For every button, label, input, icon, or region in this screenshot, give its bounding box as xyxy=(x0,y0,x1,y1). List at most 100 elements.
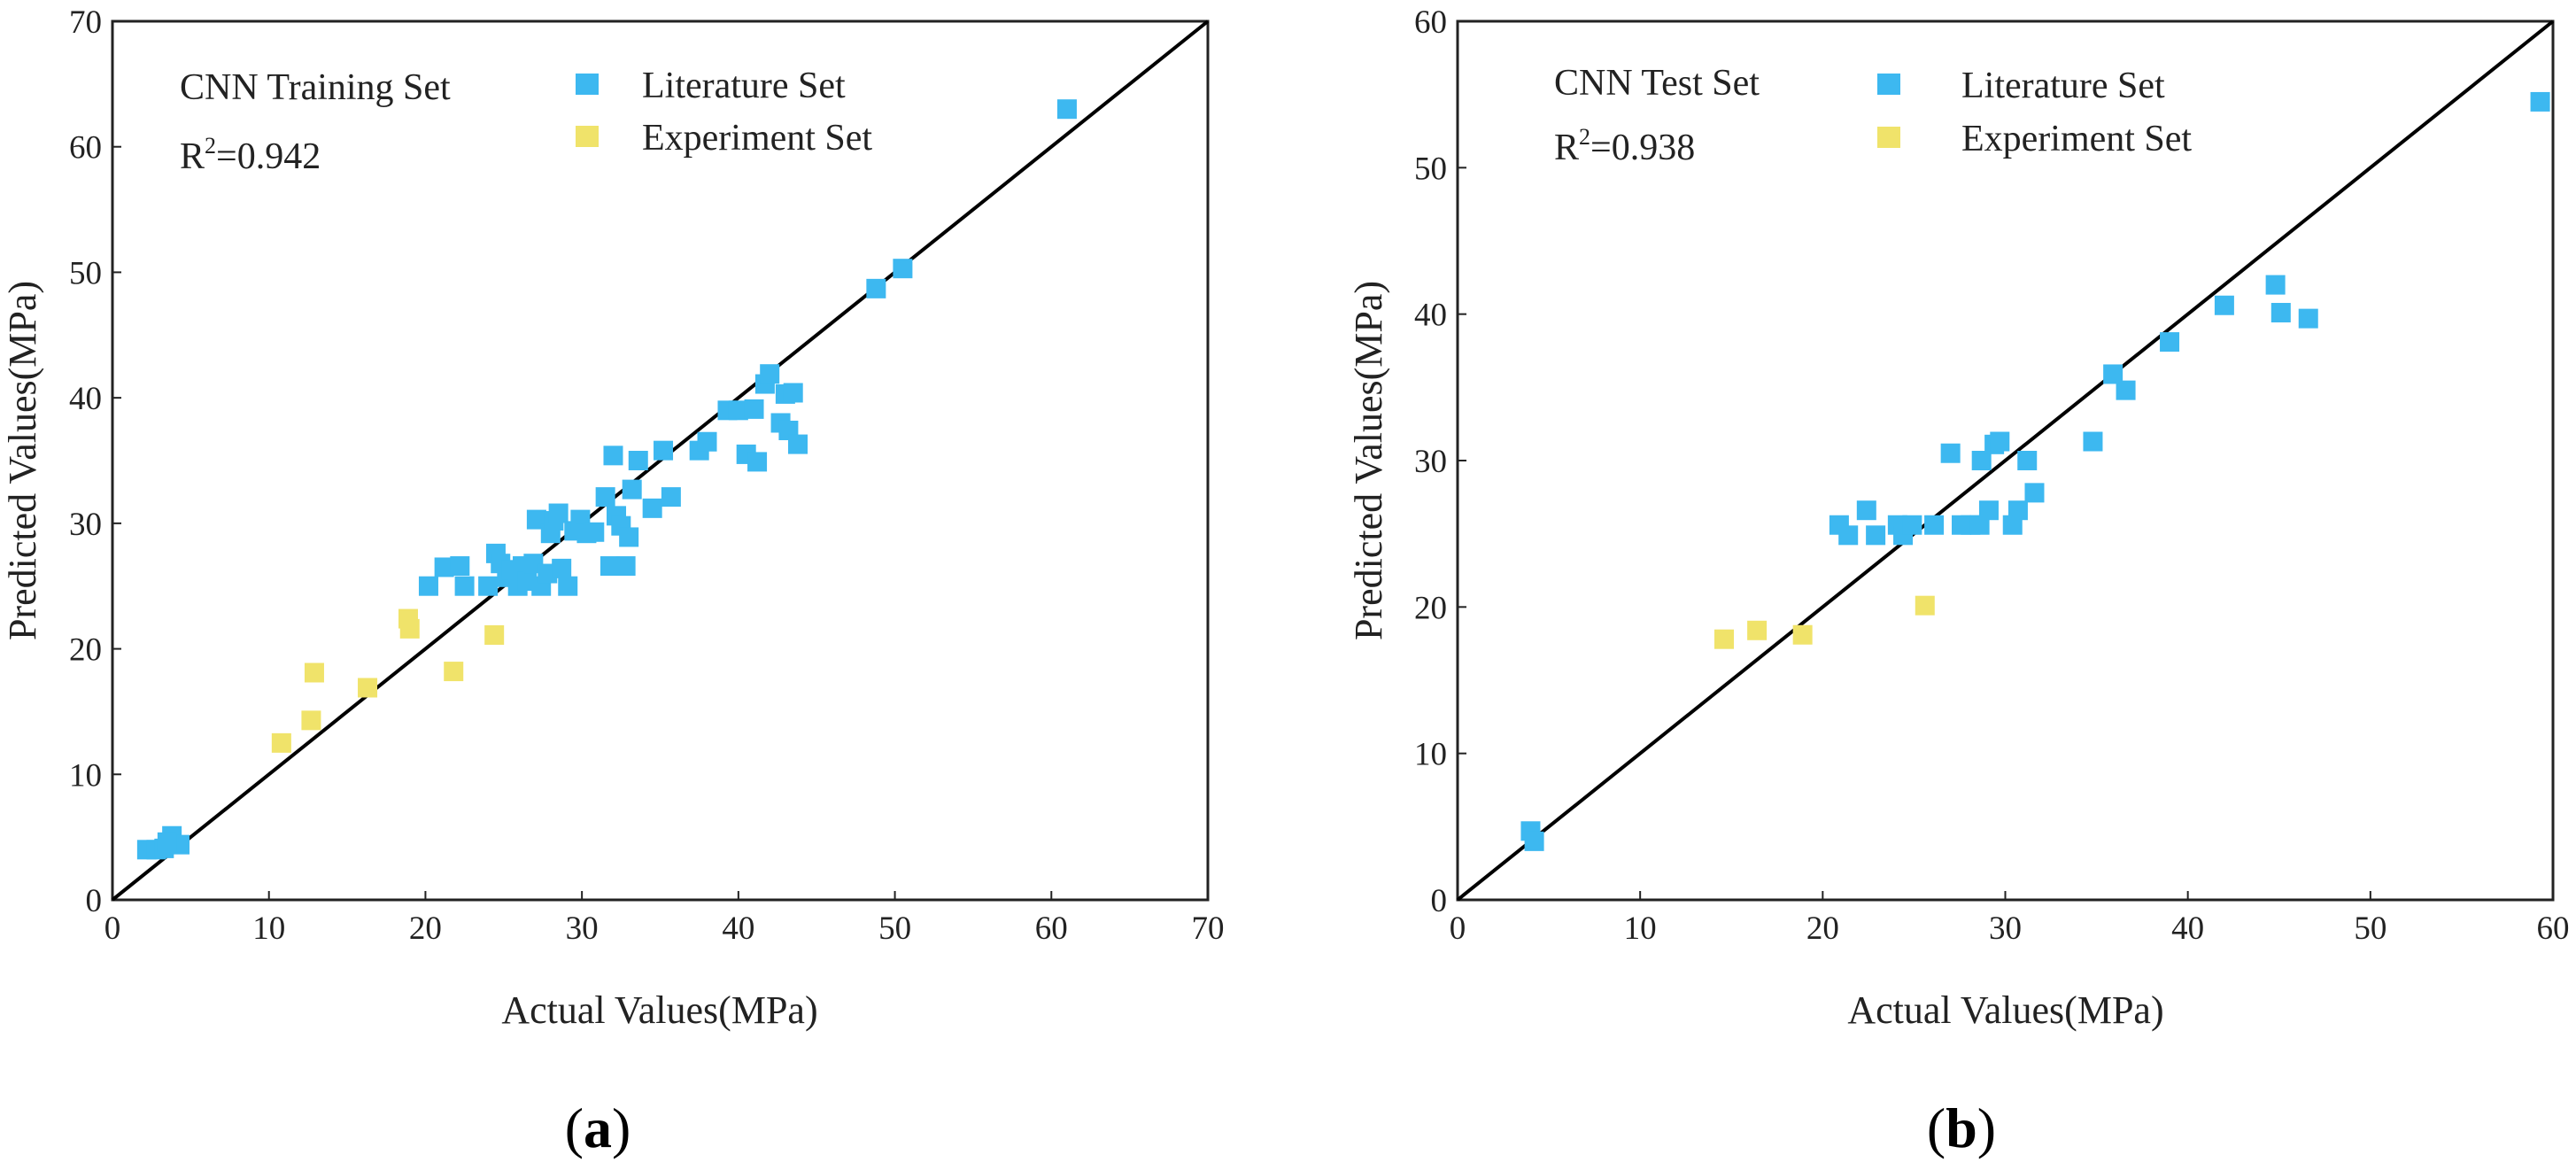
chart-title-b: CNN Test Set xyxy=(1554,63,1760,104)
y-tick-label-b: 30 xyxy=(1414,444,1447,480)
data-point-literature-b xyxy=(2160,332,2180,353)
x-tick-label-b: 0 xyxy=(1450,910,1466,947)
x-tick-label-b: 40 xyxy=(2171,910,2204,947)
legend-swatch-literature-a xyxy=(576,74,599,95)
panel-letter-a: a xyxy=(584,1096,612,1159)
y-tick-label-a: 0 xyxy=(86,883,103,919)
data-point-experiment-a xyxy=(399,618,420,639)
data-point-literature-b xyxy=(1971,451,1992,470)
data-point-literature-a xyxy=(783,383,803,403)
panel-label-b: (b) xyxy=(1927,1096,1996,1159)
data-point-literature-a xyxy=(788,434,808,454)
marks-b xyxy=(1456,19,2555,902)
r2-sup-b: 2 xyxy=(1579,124,1590,150)
data-point-literature-b xyxy=(1524,831,1544,851)
y-axis-label-a: Predicted Values(MPa) xyxy=(1,281,44,640)
x-tick-label-b: 20 xyxy=(1806,910,1839,947)
x-tick-label-b: 50 xyxy=(2354,910,2386,947)
data-point-literature-a xyxy=(603,446,623,466)
data-point-literature-a xyxy=(558,576,578,596)
x-axis-label-a: Actual Values(MPa) xyxy=(501,988,817,1032)
data-point-literature-a xyxy=(661,487,681,508)
data-point-experiment-a xyxy=(301,710,321,731)
r2-prefix-a: R xyxy=(180,136,205,177)
data-point-literature-b xyxy=(2298,308,2318,329)
data-point-literature-a xyxy=(600,556,620,577)
x-tick-label-a: 10 xyxy=(252,910,285,947)
y-tick-label-a: 20 xyxy=(69,632,102,669)
y-tick-label-b: 60 xyxy=(1414,4,1447,41)
data-point-literature-a xyxy=(548,503,569,523)
data-point-literature-a xyxy=(622,479,642,500)
data-point-literature-b xyxy=(2214,295,2234,315)
legend-label-experiment-b: Experiment Set xyxy=(1961,119,2192,159)
ticks-b: 0 10 20 30 40 50 60 0 10 20 30 40 50 60 xyxy=(1414,4,2570,947)
data-point-literature-a xyxy=(760,364,780,384)
r2-value-b: =0.938 xyxy=(1590,128,1695,168)
y-tick-label-a: 50 xyxy=(69,255,102,291)
x-tick-label-a: 60 xyxy=(1035,910,1068,947)
data-point-literature-a xyxy=(654,440,674,461)
chart-title-a: CNN Training Set xyxy=(180,67,451,108)
data-point-literature-a xyxy=(418,576,438,596)
data-point-literature-b xyxy=(2017,451,2038,470)
data-point-literature-b xyxy=(1924,515,1945,535)
x-tick-label-b: 60 xyxy=(2537,910,2570,947)
ticks-a: 0 10 20 30 40 50 60 70 0 10 20 30 40 50 60 70 xyxy=(69,4,1225,947)
panel-letter-b: b xyxy=(1946,1096,1977,1159)
y-tick-label-a: 70 xyxy=(69,4,102,41)
legend-label-experiment-a: Experiment Set xyxy=(642,118,872,159)
x-tick-label-b: 10 xyxy=(1624,910,1657,947)
data-point-literature-a xyxy=(642,498,662,518)
data-point-literature-b xyxy=(2265,275,2286,295)
data-point-literature-a xyxy=(584,522,605,542)
y-tick-label-b: 40 xyxy=(1414,298,1447,334)
x-tick-label-a: 70 xyxy=(1192,910,1225,947)
legend-label-literature-a: Literature Set xyxy=(642,66,846,106)
y-tick-label-b: 10 xyxy=(1414,737,1447,773)
data-point-experiment-a xyxy=(444,662,464,682)
reference-line-b xyxy=(1456,19,2555,902)
data-point-experiment-a xyxy=(271,732,291,753)
data-point-literature-a xyxy=(434,557,454,577)
data-point-literature-a xyxy=(450,556,470,577)
y-tick-label-a: 30 xyxy=(69,507,102,543)
data-point-literature-a xyxy=(157,832,177,852)
y-tick-label-b: 20 xyxy=(1414,590,1447,626)
r2-label-b: R2=0.938 xyxy=(1554,124,1695,168)
data-point-experiment-b xyxy=(1747,620,1768,640)
data-point-literature-b xyxy=(1940,443,1961,463)
data-point-literature-b xyxy=(2083,431,2103,452)
data-point-experiment-a xyxy=(484,624,505,645)
data-point-literature-b xyxy=(2024,483,2045,503)
data-point-literature-b xyxy=(2007,500,2028,521)
y-tick-label-b: 0 xyxy=(1431,883,1448,919)
data-point-literature-b xyxy=(1969,515,1990,535)
r2-prefix-b: R xyxy=(1554,128,1579,168)
y-tick-label-a: 40 xyxy=(69,381,102,417)
x-tick-label-a: 30 xyxy=(566,910,599,947)
x-tick-label-a: 0 xyxy=(104,910,121,947)
y-tick-label-a: 60 xyxy=(69,130,102,167)
data-point-literature-b xyxy=(2116,380,2136,400)
data-point-literature-b xyxy=(1990,431,2010,452)
data-point-experiment-a xyxy=(358,678,378,698)
plot-frame-a xyxy=(111,19,1210,902)
legend-swatch-experiment-a xyxy=(576,126,599,147)
data-point-literature-a xyxy=(697,431,717,452)
data-point-literature-a xyxy=(628,451,648,470)
data-point-literature-a xyxy=(728,400,748,421)
data-point-literature-a xyxy=(478,576,499,596)
x-tick-label-b: 30 xyxy=(1989,910,2022,947)
y-axis-label-b: Predicted Values(MPa) xyxy=(1347,281,1390,640)
data-point-literature-a xyxy=(866,278,886,298)
data-point-literature-a xyxy=(744,399,764,419)
data-point-literature-a xyxy=(893,259,913,279)
data-point-experiment-b xyxy=(1792,624,1813,645)
data-point-literature-a xyxy=(615,556,636,577)
data-point-literature-b xyxy=(1838,525,1859,546)
panel-a: 0 10 20 30 40 50 60 70 0 10 20 30 40 50 60 70 CNN Train… xyxy=(1,4,1225,1159)
data-point-literature-b xyxy=(2103,364,2123,384)
